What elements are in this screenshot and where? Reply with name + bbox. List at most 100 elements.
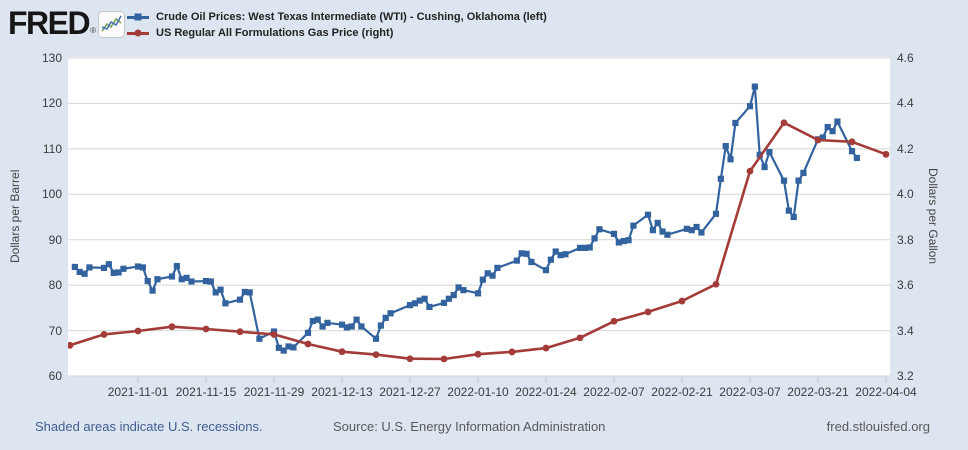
- data-point: [338, 321, 346, 328]
- data-point: [372, 351, 380, 359]
- data-point: [659, 228, 666, 235]
- data-point: [134, 263, 142, 270]
- data-point: [576, 334, 584, 342]
- data-point: [280, 347, 287, 354]
- left-axis-tick-label: 110: [42, 141, 62, 156]
- data-point: [100, 264, 108, 271]
- legend-item-wti: Crude Oil Prices: West Texas Intermediat…: [127, 9, 547, 25]
- data-point: [664, 231, 671, 238]
- data-point: [411, 300, 418, 307]
- x-axis-tick-label: 2022-01-10: [447, 385, 509, 399]
- data-point: [338, 348, 346, 356]
- data-point: [440, 355, 448, 363]
- data-point: [353, 316, 360, 323]
- data-point: [387, 310, 394, 317]
- legend-label-gas: US Regular All Formulations Gas Price (r…: [156, 27, 394, 39]
- data-point: [183, 274, 190, 281]
- data-point: [683, 225, 690, 232]
- data-point: [416, 297, 423, 304]
- data-point: [236, 328, 244, 336]
- x-axis-tick-label: 2021-12-27: [379, 385, 441, 399]
- data-point: [76, 268, 83, 276]
- data-point: [528, 258, 535, 266]
- fred-site-link[interactable]: fred.stlouisfed.org: [826, 419, 930, 434]
- gas-series[interactable]: [68, 119, 890, 363]
- data-point: [489, 272, 496, 279]
- data-point: [853, 154, 860, 162]
- data-point: [377, 322, 384, 329]
- data-point: [202, 277, 210, 285]
- x-axis-tick-label: 2021-11-01: [107, 385, 169, 399]
- data-point: [644, 308, 652, 316]
- data-point: [86, 264, 93, 271]
- data-point: [144, 277, 151, 285]
- data-point: [586, 244, 593, 251]
- data-point: [343, 324, 350, 331]
- legend-item-gas: US Regular All Formulations Gas Price (r…: [127, 25, 547, 41]
- recession-note-link[interactable]: Shaded areas indicate U.S. recessions.: [35, 419, 263, 434]
- data-point: [406, 302, 414, 309]
- data-point: [115, 269, 122, 276]
- data-point: [727, 156, 734, 163]
- data-point: [236, 296, 244, 303]
- data-point: [168, 323, 176, 331]
- data-point: [751, 83, 758, 90]
- data-point: [790, 213, 797, 221]
- data-point: [212, 289, 219, 296]
- data-point: [746, 103, 754, 110]
- data-point: [848, 138, 856, 146]
- data-point: [139, 264, 146, 271]
- data-point: [445, 295, 452, 302]
- data-point: [610, 317, 618, 325]
- x-axis-tick-label: 2022-01-24: [515, 385, 577, 399]
- data-point: [358, 323, 365, 330]
- fred-logo[interactable]: FRED ®: [8, 6, 126, 40]
- chart-legend: Crude Oil Prices: West Texas Intermediat…: [127, 9, 547, 41]
- data-point: [800, 169, 807, 177]
- data-point: [644, 211, 652, 218]
- data-point: [241, 288, 248, 296]
- data-point: [693, 223, 700, 231]
- x-axis-tick-label: 2022-02-07: [583, 385, 645, 399]
- chart-plot-area[interactable]: [68, 57, 890, 387]
- left-axis-tick-label: 60: [48, 369, 62, 383]
- data-point: [256, 335, 263, 342]
- data-point: [547, 256, 554, 263]
- data-point: [406, 355, 414, 363]
- data-point: [848, 148, 856, 155]
- right-axis-tick-label: 4.2: [897, 141, 914, 156]
- x-axis-tick-label: 2021-11-29: [243, 385, 305, 399]
- right-axis-tick-label: 3.6: [897, 278, 914, 293]
- data-point: [382, 314, 389, 321]
- data-point: [246, 289, 253, 296]
- plot-background: [68, 57, 890, 377]
- right-axis-title: Dollars per Gallon: [926, 168, 940, 265]
- data-point: [766, 148, 773, 156]
- data-point: [698, 229, 705, 236]
- source-text[interactable]: Source: U.S. Energy Information Administ…: [333, 419, 606, 434]
- data-point: [207, 278, 214, 285]
- data-point: [795, 177, 802, 184]
- data-point: [168, 273, 176, 280]
- data-point: [149, 287, 156, 294]
- data-point: [217, 286, 224, 293]
- data-point: [785, 207, 792, 214]
- wti-series[interactable]: [71, 83, 860, 354]
- data-point: [620, 237, 627, 245]
- x-axis-tick-label: 2022-04-04: [855, 385, 917, 399]
- data-point: [834, 118, 841, 125]
- data-point: [581, 244, 588, 251]
- data-point: [348, 323, 355, 330]
- data-point: [712, 280, 720, 288]
- data-point: [275, 344, 282, 351]
- x-axis-tick-label: 2022-03-21: [787, 385, 849, 399]
- data-point: [552, 248, 559, 255]
- data-point: [324, 319, 331, 326]
- data-point: [494, 264, 501, 271]
- right-axis-tick-label: 4.4: [897, 96, 914, 111]
- x-axis-tick-label: 2022-03-07: [719, 385, 781, 399]
- data-point: [761, 163, 768, 171]
- data-point: [557, 252, 564, 259]
- data-point: [421, 295, 428, 302]
- data-point: [479, 276, 486, 283]
